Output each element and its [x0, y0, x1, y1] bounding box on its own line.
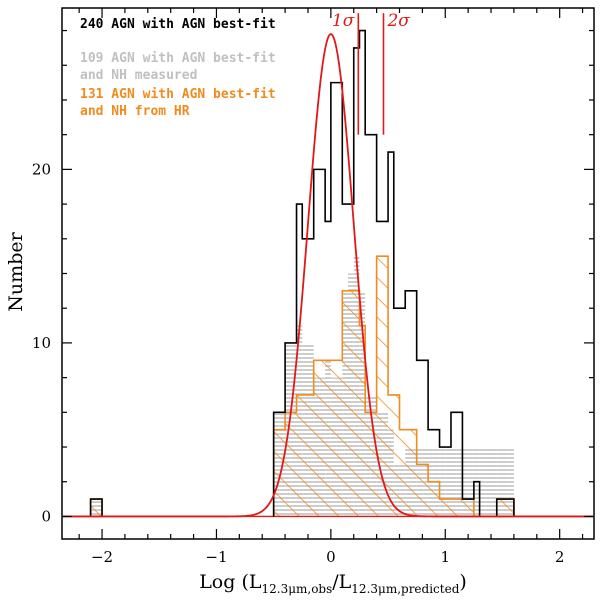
orange-bar: [342, 290, 349, 517]
orange-bar: [456, 499, 463, 517]
y-tick-label: 20: [32, 160, 51, 178]
gaussian-curve-layer: [62, 33, 594, 518]
orange-bar: [296, 394, 303, 517]
orange-bar: [393, 394, 400, 517]
y-tick-label: 0: [41, 507, 51, 525]
orange-bar: [359, 325, 366, 517]
legend: 240 AGN with AGN best-fit 109 AGN with A…: [80, 17, 276, 119]
legend-line-5: and NH from HR: [80, 104, 190, 119]
orange-bar: [302, 394, 308, 517]
orange-bar: [410, 429, 417, 517]
orange-bar: [416, 464, 423, 517]
x-tick-label: −2: [91, 548, 113, 566]
x-tick-label: −1: [205, 548, 227, 566]
legend-line-3: and NH measured: [80, 68, 197, 83]
orange-bar: [382, 256, 389, 517]
orange-bar: [508, 499, 514, 517]
orange-bar: [405, 429, 411, 517]
legend-line-2: 109 AGN with AGN best-fit: [80, 51, 276, 66]
orange-bar: [376, 256, 383, 517]
orange-bar: [496, 499, 503, 517]
grey-bar: [450, 447, 457, 517]
grey-bar: [462, 447, 469, 517]
orange-bar: [307, 394, 314, 517]
gaussian-curve: [62, 33, 594, 518]
grey-bar: [508, 447, 514, 517]
orange-bar: [468, 499, 474, 517]
orange-bar: [433, 481, 440, 517]
x-tick-label: 1: [440, 548, 450, 566]
x-tick-label: 2: [555, 548, 565, 566]
orange-bar: [290, 412, 297, 517]
legend-line-1: 240 AGN with AGN best-fit: [80, 17, 276, 32]
grey-bar: [502, 447, 509, 517]
orange-bar: [450, 499, 457, 517]
legend-line-4: 131 AGN with AGN best-fit: [80, 87, 276, 102]
orange-bar: [502, 499, 509, 517]
grey-bar: [456, 447, 463, 517]
orange-bar: [279, 429, 286, 517]
orange-bar: [336, 360, 343, 517]
grey-bar: [485, 447, 492, 517]
grey-bar: [496, 447, 503, 517]
y-tick-label: 10: [32, 334, 51, 352]
orange-bar: [330, 360, 337, 517]
grey-bar: [479, 447, 486, 517]
sigma-label-1: 1σ: [332, 11, 355, 31]
grey-bar: [445, 447, 451, 517]
grey-bar: [439, 447, 446, 517]
orange-bar: [319, 360, 326, 517]
orange-bar: [388, 394, 394, 517]
grey-bar: [491, 447, 497, 517]
orange-bar: [428, 481, 434, 517]
orange-bar: [313, 360, 320, 517]
orange-bar: [285, 412, 291, 517]
sigma-annotations: 1σ 2σ: [332, 11, 410, 135]
series-nh-from-hr: [89, 255, 515, 517]
y-axis-title: Number: [5, 231, 27, 311]
sigma-label-2: 2σ: [386, 11, 410, 31]
orange-bar: [325, 360, 331, 517]
orange-bar: [439, 499, 446, 517]
grey-bar: [468, 447, 474, 517]
orange-bar: [399, 429, 406, 517]
orange-bar: [462, 499, 469, 517]
orange-bar: [365, 412, 371, 517]
orange-bar: [370, 412, 377, 517]
x-tick-label: 0: [326, 548, 336, 566]
orange-bar: [353, 290, 360, 517]
orange-bar: [422, 464, 429, 517]
orange-bar: [348, 290, 354, 517]
x-axis-title: Log (L12.3μm,obs/L12.3μm,predicted): [199, 571, 467, 596]
orange-bar: [90, 499, 103, 517]
orange-bar: [273, 429, 280, 517]
orange-bar: [445, 499, 451, 517]
